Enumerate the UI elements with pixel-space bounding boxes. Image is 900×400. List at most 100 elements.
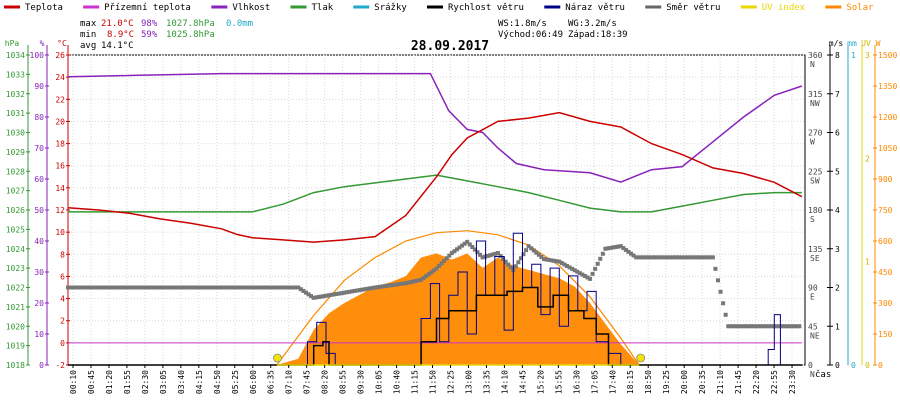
x-tick-label: 18:50 bbox=[644, 370, 653, 394]
axis-unit: % bbox=[40, 39, 45, 48]
wind-direction-point bbox=[746, 324, 751, 329]
wind-direction-point bbox=[421, 275, 426, 280]
wind-direction-point bbox=[383, 284, 388, 289]
axis-tick-label: 1034 bbox=[6, 51, 25, 60]
axis-tick-label: 100 bbox=[30, 51, 45, 60]
axis-tick-label: 900 bbox=[878, 175, 893, 184]
wind-direction-point bbox=[321, 294, 326, 299]
wind-direction-point bbox=[247, 285, 252, 290]
axis-tick-label: 600 bbox=[878, 237, 893, 246]
axis-tick-label: 7 bbox=[835, 90, 840, 99]
legend-label: UV index bbox=[762, 3, 806, 13]
axis-tick-label: 1 bbox=[865, 258, 870, 267]
x-tick-label: 21:45 bbox=[734, 370, 743, 394]
legend-label: Náraz větru bbox=[565, 3, 625, 13]
wind-direction-point bbox=[457, 245, 462, 250]
wind-direction-point bbox=[183, 285, 188, 290]
x-tick-label: 01:55 bbox=[123, 370, 132, 394]
axis-tick-label: 1024 bbox=[6, 245, 25, 254]
legend-item: Solar bbox=[825, 3, 874, 13]
axis-tick-label: 270 bbox=[808, 129, 823, 138]
wind-direction-point bbox=[378, 284, 383, 289]
wind-direction-point bbox=[539, 254, 544, 259]
wind-direction-point bbox=[654, 255, 659, 260]
legend-label: Tlak bbox=[312, 3, 334, 13]
wind-direction-point bbox=[682, 255, 687, 260]
wind-direction-point bbox=[112, 285, 117, 290]
wind-direction-point bbox=[672, 255, 677, 260]
wind-direction-point bbox=[106, 285, 111, 290]
wind-direction-point bbox=[245, 285, 250, 290]
wind-direction-point bbox=[626, 249, 631, 254]
wind-direction-point bbox=[557, 259, 562, 264]
wind-direction-point bbox=[406, 280, 411, 285]
x-tick-label: 21:10 bbox=[716, 370, 725, 394]
wind-direction-point bbox=[263, 285, 268, 290]
wind-direction-point bbox=[204, 285, 209, 290]
wind-direction-point bbox=[600, 251, 605, 256]
wind-direction-point bbox=[332, 292, 337, 297]
legend-label: Teplota bbox=[25, 3, 63, 13]
wind-direction-point bbox=[99, 285, 104, 290]
axis-tick-label: 1020 bbox=[6, 322, 25, 331]
wind-direction-point bbox=[529, 246, 534, 251]
wind-direction-point bbox=[260, 285, 265, 290]
axis-tick-label: 1029 bbox=[6, 148, 25, 157]
axis-tick-label: 1018 bbox=[6, 361, 25, 370]
wind-direction-point bbox=[252, 285, 257, 290]
axis-tick-label: 150 bbox=[878, 330, 893, 339]
chart-title: 28.09.2017 bbox=[411, 39, 489, 54]
wind-direction-point bbox=[723, 312, 728, 317]
wind-direction-point bbox=[641, 255, 646, 260]
wind-direction-point bbox=[227, 285, 232, 290]
wind-direction-point bbox=[367, 286, 372, 291]
wind-direction-point bbox=[224, 285, 229, 290]
wind-direction-point bbox=[360, 287, 365, 292]
axis-tick-label: 4 bbox=[60, 295, 65, 304]
stat-value: 59% bbox=[141, 30, 158, 40]
wind-direction-point bbox=[173, 285, 178, 290]
wind-direction-point bbox=[216, 285, 221, 290]
wind-direction-point bbox=[355, 288, 360, 293]
chart-legend: Teplota Přízemní teplota Vlhkost Tlak Srážky… bbox=[4, 3, 874, 13]
sunrise-marker bbox=[273, 353, 282, 363]
wind-direction-point bbox=[480, 255, 485, 260]
wind-direction-point bbox=[554, 259, 559, 264]
wind-direction-point bbox=[437, 263, 442, 268]
legend-label: Rychlost větru bbox=[448, 3, 524, 13]
wind-direction-point bbox=[329, 292, 334, 297]
wind-direction-point bbox=[137, 285, 142, 290]
wind-direction-point bbox=[598, 256, 603, 261]
wind-direction-point bbox=[501, 256, 506, 261]
wind-direction-point bbox=[442, 258, 447, 263]
wind-direction-point bbox=[222, 285, 227, 290]
wind-direction-point bbox=[114, 285, 119, 290]
wind-direction-point bbox=[616, 244, 621, 249]
wind-direction-point bbox=[754, 324, 759, 329]
wind-direction-point bbox=[662, 255, 667, 260]
legend-item: UV index bbox=[740, 3, 806, 13]
wind-direction-point bbox=[298, 287, 303, 292]
wind-direction-point bbox=[117, 285, 122, 290]
axis-tick-label: 2 bbox=[865, 154, 870, 163]
series-humidity bbox=[67, 72, 803, 183]
wind-direction-point bbox=[153, 285, 158, 290]
wind-direction-point bbox=[721, 301, 726, 306]
wind-direction-point bbox=[337, 291, 342, 296]
wind-direction-point bbox=[595, 261, 600, 266]
wind-direction-point bbox=[541, 257, 546, 262]
wind-direction-point bbox=[559, 261, 564, 266]
wind-direction-point bbox=[342, 290, 347, 295]
wind-direction-point bbox=[703, 255, 708, 260]
wind-direction-point bbox=[493, 251, 498, 256]
wind-direction-point bbox=[488, 253, 493, 258]
wind-direction-point bbox=[201, 285, 206, 290]
axis-tick-label: 300 bbox=[878, 299, 893, 308]
wind-direction-point bbox=[357, 288, 362, 293]
wind-direction-point bbox=[89, 285, 94, 290]
x-tick-label: 15:55 bbox=[554, 370, 563, 394]
wind-direction-point bbox=[339, 291, 344, 296]
axis-tick-label: 12 bbox=[55, 206, 65, 215]
wind-direction-point bbox=[470, 245, 475, 250]
wind-direction-point bbox=[301, 288, 306, 293]
